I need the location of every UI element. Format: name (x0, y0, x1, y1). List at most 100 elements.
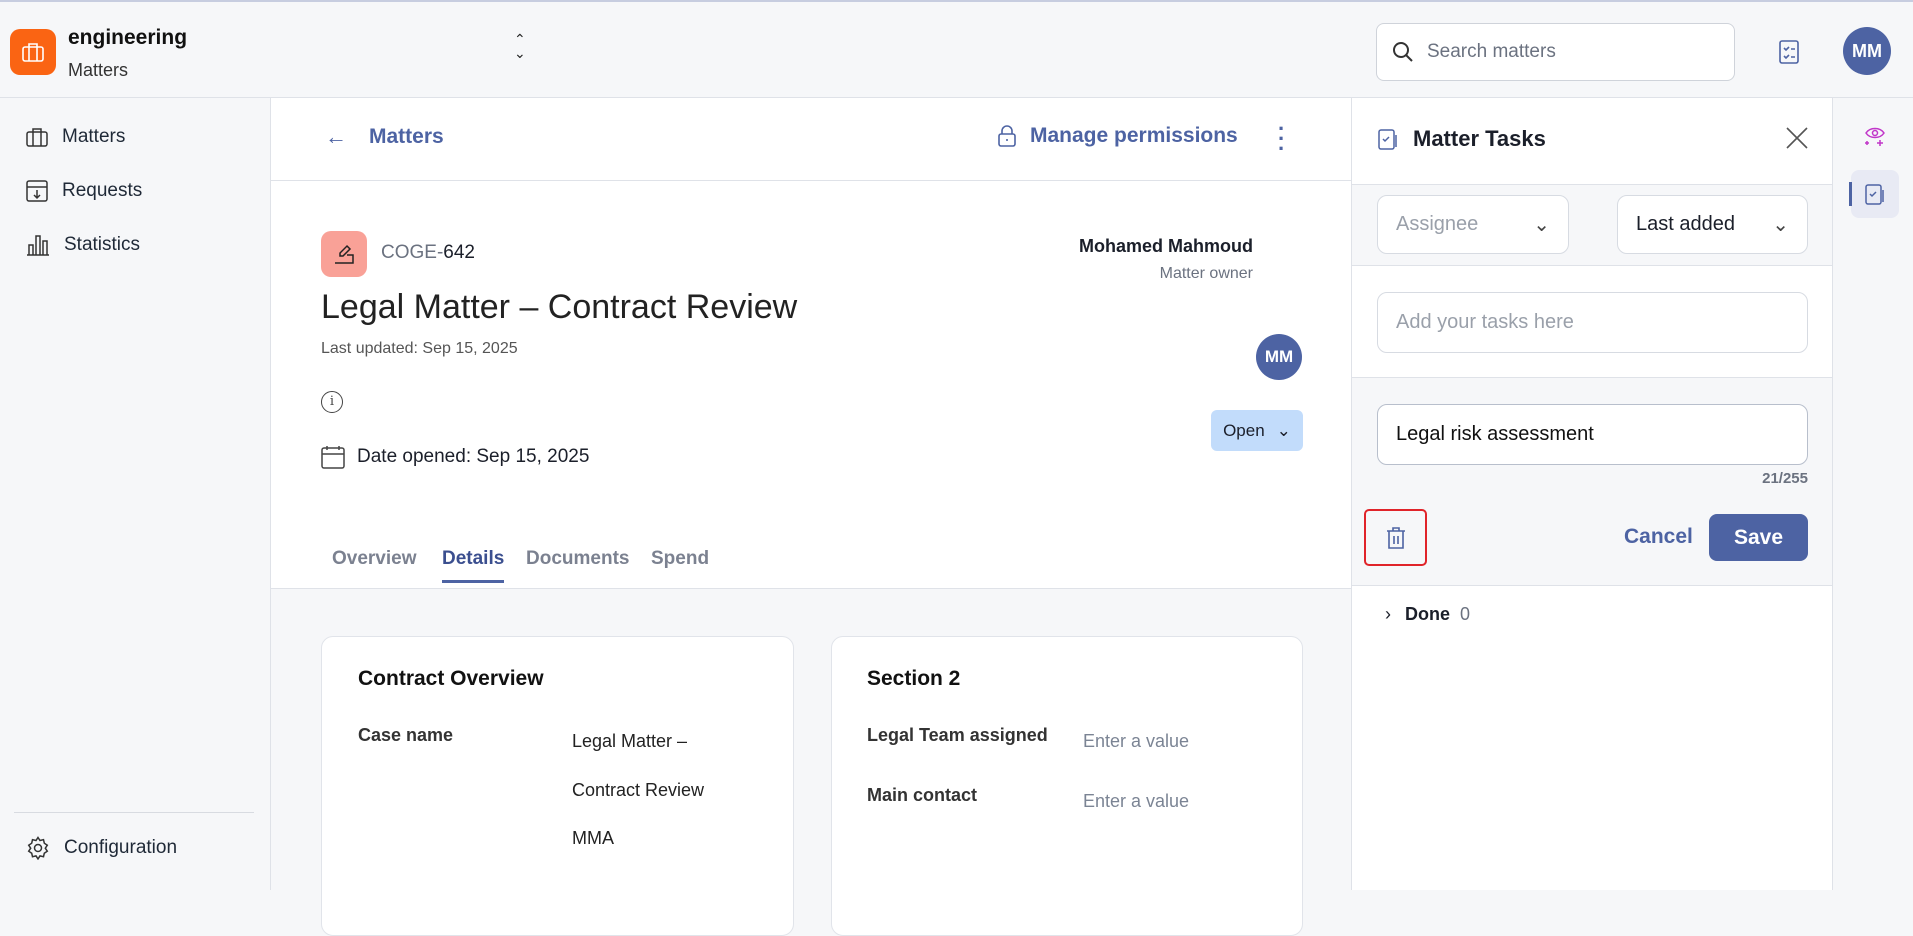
add-task-area: Add your tasks here (1352, 266, 1832, 378)
save-button[interactable]: Save (1709, 514, 1808, 561)
sidebar: Matters Requests Statistics Configuratio… (0, 98, 271, 890)
date-opened: Date opened: Sep 15, 2025 (321, 445, 589, 469)
char-count: 21/255 (1762, 470, 1808, 487)
user-avatar[interactable]: MM (1843, 27, 1891, 75)
ai-eye-sparkle-icon[interactable] (1863, 125, 1887, 149)
sort-value: Last added (1636, 213, 1735, 235)
done-count: 0 (1460, 604, 1471, 624)
done-label: Done (1405, 604, 1450, 624)
tab-details[interactable]: Details (442, 548, 505, 583)
matter-id-prefix: COGE- (381, 242, 444, 263)
sidebar-item-label: Statistics (64, 234, 141, 255)
matter-type-badge (321, 231, 367, 277)
arrow-left-icon: ← (325, 124, 347, 149)
contract-overview-card: Contract Overview Case name Legal Matter… (321, 636, 794, 936)
search-icon (1393, 42, 1413, 62)
sidebar-item-label: Matters (62, 126, 126, 147)
matter-id-number: 642 (443, 242, 475, 263)
manage-permissions-button[interactable]: Manage permissions (998, 124, 1238, 148)
tasks-filters: Assignee ⌄ Last added ⌄ (1352, 185, 1832, 266)
status-value: Open (1223, 420, 1265, 440)
manage-permissions-label: Manage permissions (1030, 124, 1238, 147)
briefcase-icon (26, 128, 48, 147)
back-label: Matters (369, 125, 444, 148)
briefcase-icon (22, 43, 44, 62)
task-checklist-icon[interactable] (1777, 39, 1801, 65)
tab-bar: Overview Details Documents Spend (271, 542, 1351, 589)
page-title: Legal Matter – Contract Review (321, 288, 798, 326)
more-options-icon[interactable]: · · · (1278, 116, 1286, 161)
search-input[interactable] (1427, 41, 1707, 63)
assignee-filter[interactable]: Assignee ⌄ (1377, 195, 1569, 254)
status-dropdown[interactable]: Open ⌄ (1211, 410, 1303, 451)
matter-tasks-panel: Matter Tasks Assignee ⌄ Last added ⌄ Add y… (1351, 98, 1833, 890)
task-clipboard-icon (1378, 129, 1397, 150)
field-value[interactable]: Contract Review (572, 780, 705, 800)
org-logo[interactable] (10, 29, 56, 75)
lock-icon (998, 125, 1016, 147)
tab-overview[interactable]: Overview (332, 548, 417, 569)
add-task-input[interactable]: Add your tasks here (1377, 292, 1808, 353)
calendar-icon (321, 446, 345, 469)
field-value[interactable]: MMA (572, 828, 614, 848)
assignee-placeholder: Assignee (1396, 213, 1479, 235)
matter-owner: Mohamed Mahmoud Matter owner (1079, 236, 1253, 283)
sidebar-item-requests[interactable]: Requests (26, 180, 142, 202)
section2-card: Section 2 Legal Team assigned Enter a va… (831, 636, 1303, 936)
delete-task-button[interactable] (1364, 509, 1427, 566)
sidebar-item-configuration[interactable]: Configuration (26, 836, 177, 860)
sidebar-item-label: Requests (62, 180, 143, 201)
matter-header-bar: ← Matters Manage permissions · · · (271, 98, 1351, 181)
org-switcher-icon[interactable]: ⌃ ⌄ (514, 31, 526, 61)
card-title: Contract Overview (358, 667, 544, 690)
search-box[interactable] (1376, 23, 1735, 81)
sort-dropdown[interactable]: Last added ⌄ (1617, 195, 1808, 254)
tab-spend[interactable]: Spend (651, 548, 710, 569)
sidebar-item-matters[interactable]: Matters (26, 126, 125, 148)
trash-icon (1386, 526, 1405, 549)
inbox-download-icon (26, 180, 48, 202)
chevron-right-icon: › (1385, 604, 1391, 624)
chevron-down-icon: ⌄ (1533, 214, 1550, 236)
top-bar: engineering Matters ⌃⌄ MM (0, 0, 1913, 98)
active-indicator (1849, 182, 1852, 206)
right-rail (1833, 98, 1913, 890)
field-label: Main contact (867, 785, 978, 805)
sidebar-item-statistics[interactable]: Statistics (26, 234, 140, 256)
signature-icon (335, 244, 354, 264)
back-to-matters-link[interactable]: ← Matters (325, 124, 444, 150)
close-icon[interactable] (1785, 126, 1809, 150)
info-icon[interactable]: i (321, 391, 343, 413)
task-text: Legal risk assessment (1396, 423, 1594, 445)
card-title: Section 2 (867, 667, 961, 690)
task-clipboard-icon (1865, 184, 1884, 205)
sidebar-item-label: Configuration (64, 837, 178, 858)
tasks-rail-button[interactable] (1849, 170, 1899, 218)
chevron-down-icon: ⌄ (1772, 214, 1789, 236)
sidebar-divider (14, 812, 254, 813)
tasks-title: Matter Tasks (1413, 126, 1546, 151)
field-label: Legal Team assigned (867, 725, 1048, 745)
edit-task-input[interactable]: Legal risk assessment (1377, 404, 1808, 465)
last-updated: Last updated: Sep 15, 2025 (321, 340, 518, 357)
matter-id: COGE-642 (381, 242, 475, 264)
details-area: Contract Overview Case name Legal Matter… (271, 589, 1351, 936)
matter-detail: ← Matters Manage permissions · · · COGE-64… (271, 98, 1351, 936)
tab-documents[interactable]: Documents (526, 548, 630, 569)
owner-name: Mohamed Mahmoud (1079, 236, 1253, 256)
org-name: engineering (68, 26, 188, 49)
owner-role: Matter owner (1159, 265, 1253, 282)
cancel-button[interactable]: Cancel (1624, 525, 1693, 548)
owner-avatar[interactable]: MM (1256, 334, 1302, 380)
main-contact-input[interactable]: Enter a value (1083, 791, 1190, 811)
date-opened-label: Date opened: Sep 15, 2025 (357, 446, 590, 467)
edit-task-area: Legal risk assessment 21/255 Cancel Save (1352, 378, 1832, 586)
done-section-toggle[interactable]: › Done 0 (1385, 604, 1470, 625)
chevron-down-icon: ⌄ (1276, 420, 1291, 440)
tasks-header: Matter Tasks (1352, 98, 1832, 185)
bar-chart-icon (27, 235, 49, 256)
gear-icon (27, 836, 49, 860)
legal-team-input[interactable]: Enter a value (1083, 731, 1190, 751)
field-value[interactable]: Legal Matter – (572, 731, 688, 751)
org-section: Matters (68, 60, 129, 80)
